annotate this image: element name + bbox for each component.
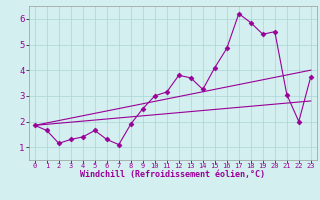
X-axis label: Windchill (Refroidissement éolien,°C): Windchill (Refroidissement éolien,°C): [80, 170, 265, 179]
